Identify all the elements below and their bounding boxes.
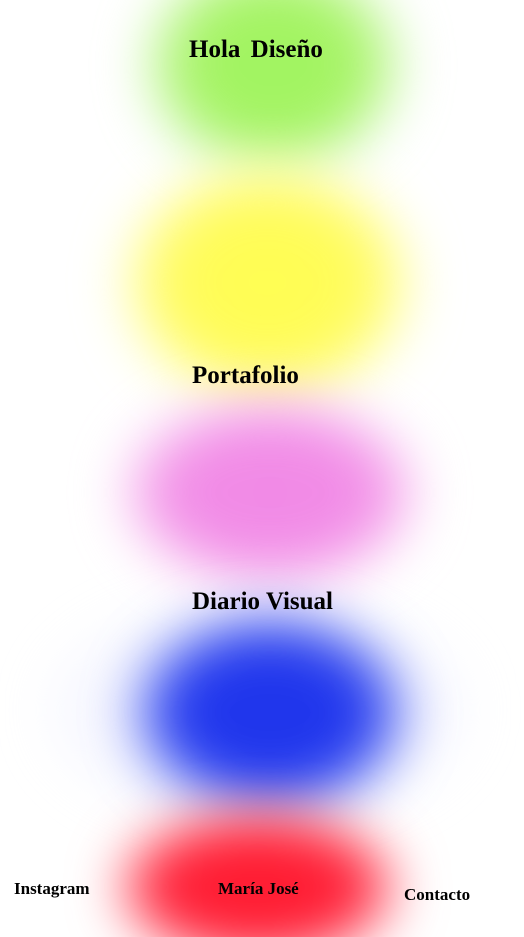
- pink-gradient-blob: [125, 400, 415, 585]
- hola-diseno-link[interactable]: Hola Diseño: [189, 36, 323, 63]
- contacto-link[interactable]: Contacto: [404, 885, 471, 904]
- red-gradient-blob: [120, 812, 395, 937]
- yellow-gradient-blob: [125, 165, 410, 400]
- green-gradient-blob: [148, 0, 398, 170]
- blue-gradient-blob: [135, 615, 405, 810]
- instagram-link[interactable]: Instagram: [14, 879, 90, 898]
- diario-visual-link[interactable]: Diario Visual: [192, 588, 333, 615]
- site-owner-name: María José: [218, 879, 299, 898]
- portafolio-link[interactable]: Portafolio: [192, 362, 299, 389]
